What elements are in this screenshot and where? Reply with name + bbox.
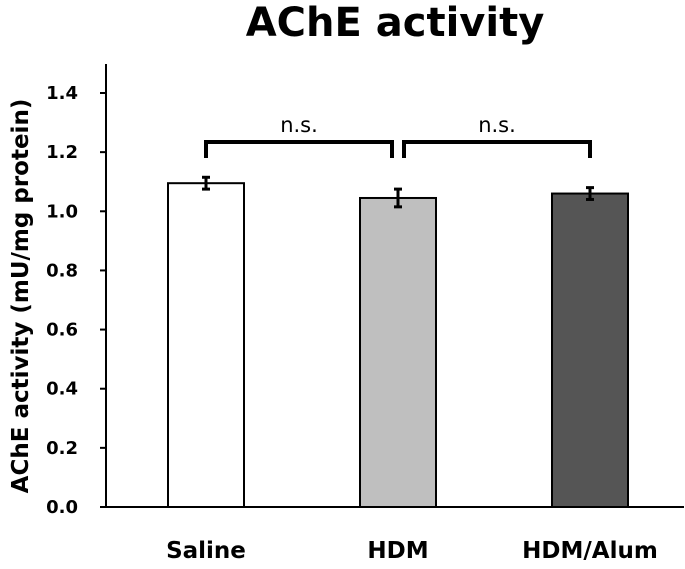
y-tick-label: 0.6 — [46, 320, 78, 341]
y-tick-label: 0.4 — [46, 379, 78, 400]
x-tick-label: Saline — [166, 538, 246, 564]
significance-label: n.s. — [478, 113, 516, 137]
y-tick-label: 1.0 — [46, 201, 78, 222]
chart-title: AChE activity — [246, 0, 545, 46]
y-tick-label: 1.4 — [46, 83, 78, 104]
bar — [551, 192, 629, 509]
y-tick-label: 1.2 — [46, 142, 78, 163]
significance-bracket — [204, 140, 394, 158]
significance-bracket — [402, 140, 592, 158]
bar — [359, 196, 437, 508]
y-tick-label: 0.0 — [46, 497, 78, 518]
significance-label: n.s. — [280, 113, 318, 137]
bars: Saline HDM HDM/Alum — [166, 175, 658, 564]
x-tick-label: HDM/Alum — [522, 538, 658, 564]
bar — [167, 182, 245, 508]
y-tick-label: 0.2 — [46, 438, 78, 459]
x-tick-label: HDM — [367, 538, 428, 564]
y-tick-label: 0.8 — [46, 260, 78, 281]
significance-brackets: n.s. n.s. — [204, 113, 592, 158]
y-axis-label: AChE activity (mU/mg protein) — [8, 99, 34, 494]
